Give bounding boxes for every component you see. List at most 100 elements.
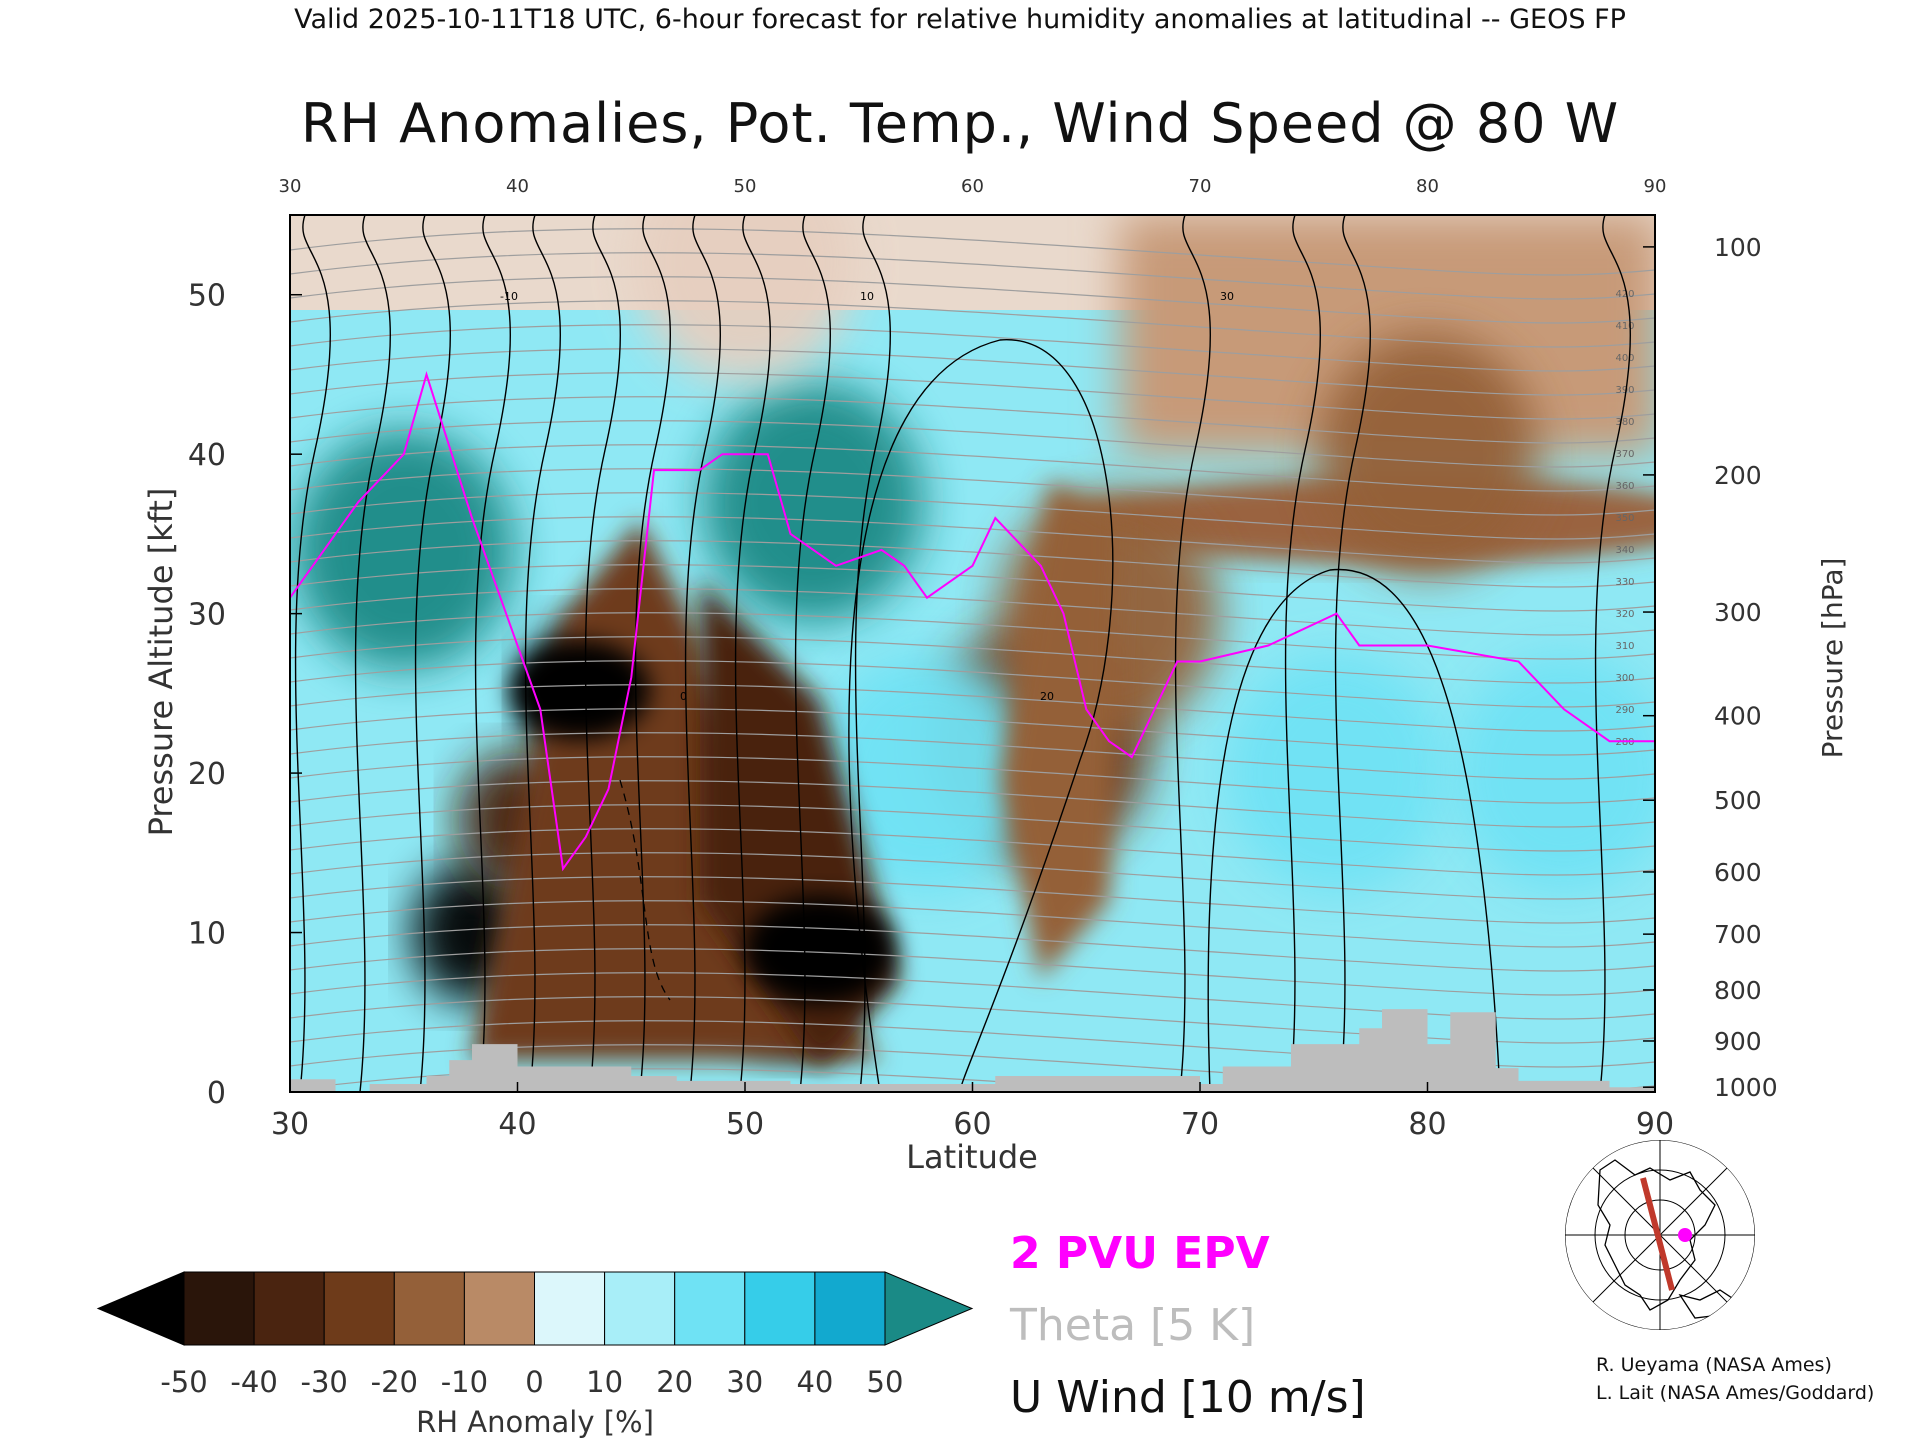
colorbar-tick-label: 40 [796,1365,833,1399]
theta-contour-9 [290,852,1655,900]
pressure-tick-label: 800 [1714,976,1762,1005]
wind-contour-2 [414,215,451,1092]
wind-contour-5 [584,215,621,1092]
x-tick-label-top: 90 [1644,176,1667,197]
wind-contour-10 [854,215,891,1092]
pressure-tick-label: 900 [1714,1027,1762,1056]
theta-contour-26 [290,444,1655,492]
theta-contour-25 [290,468,1655,516]
y-ticks-left: 0 10 20 30 40 50 [188,279,302,1111]
wind-contour-7 [684,215,721,1092]
theta-contour-6 [290,924,1655,972]
x-ticks-bottom: 30 40 50 60 70 80 90 [271,1082,1674,1142]
header-line: Valid 2025-10-11T18 UTC, 6-hour forecast… [294,4,1626,35]
wind-contour-13 [1334,215,1371,1092]
pressure-tick-label: 200 [1714,461,1762,490]
theta-contour-20 [290,588,1655,636]
theta-contour-15 [290,708,1655,756]
colorbar-box [183,1271,255,1346]
rh-blob-11 [1454,653,1655,894]
rh-blob-8 [703,382,924,623]
colorbar-tick-label: 30 [726,1365,763,1399]
wind-contour-jet [848,339,1114,1092]
pressure-tick-label: 600 [1714,858,1762,887]
locator-map [1560,1140,1755,1330]
y-tick-label: 20 [188,757,226,792]
x-tick-label-top: 30 [279,176,302,197]
terrain-mask [290,1009,1655,1092]
colorbar-box [253,1271,325,1346]
credit-line-1: R. Ueyama (NASA Ames) [1596,1354,1832,1376]
wind-contour-11 [1174,215,1211,1092]
colorbar-tick-label: -40 [230,1365,277,1399]
x-tick-label: 50 [726,1107,764,1142]
theta-contour-7 [290,900,1655,948]
theta-label: 320 [1615,609,1634,620]
theta-label: 310 [1615,641,1634,652]
theta-contour-24 [290,492,1655,540]
wind-label: 30 [1220,290,1234,303]
theta-contour-29 [290,372,1655,420]
colorbar-box [534,1271,606,1346]
u-wind-contours: -10 0 10 20 30 [294,215,1631,1092]
theta-contour-3 [290,996,1655,1044]
y-tick-label: 30 [188,598,226,633]
colorbar: -50 -40 -30 -20 -10 0 10 20 30 40 50 [96,1271,974,1399]
theta-contour-5 [290,948,1655,996]
theta-contour-13 [290,756,1655,804]
colorbar-box [604,1271,676,1346]
theta-label: 370 [1615,449,1634,460]
wind-contour-0 [294,215,331,1092]
theta-contour-28 [290,396,1655,444]
x-tick-label-top: 80 [1416,176,1439,197]
legend-epv: 2 PVU EPV [1010,1228,1270,1279]
wind-label: 0 [680,690,687,703]
colorbar-box [393,1271,465,1346]
theta-contour-19 [290,612,1655,660]
colorbar-box [463,1271,535,1346]
rh-very-dry-core [510,640,650,740]
theta-label: 300 [1615,673,1634,684]
theta-label: 290 [1615,705,1634,716]
colorbar-tick-label: -10 [441,1365,488,1399]
colorbar-box [814,1271,886,1346]
theta-contour-8 [290,876,1655,924]
colorbar-box [674,1271,746,1346]
y-axis-label-left: Pressure Altitude [kft] [142,488,180,837]
legend-uwind: U Wind [10 m/s] [1010,1372,1366,1423]
wind-contour-14 [1594,215,1631,1092]
theta-contour-21 [290,564,1655,612]
x-tick-label-top: 50 [734,176,757,197]
theta-contour-31 [290,324,1655,372]
chart-title: RH Anomalies, Pot. Temp., Wind Speed @ 8… [300,92,1620,155]
legend-theta: Theta [5 K] [1010,1300,1256,1351]
locator-map-coastline [1597,1159,1716,1311]
wind-contour-1 [354,215,391,1092]
theta-label: 360 [1615,481,1634,492]
colorbar-tick-label: -20 [371,1365,418,1399]
theta-contour-22 [290,540,1655,588]
wind-contour-3 [474,215,511,1092]
theta-contour-10 [290,828,1655,876]
theta-contour-16 [290,684,1655,732]
colorbar-tick-label: 0 [525,1365,543,1399]
theta-contour-30 [290,348,1655,396]
theta-label: 340 [1615,545,1634,556]
pressure-tick-label: 1000 [1714,1073,1778,1102]
pressure-tick-label: 700 [1714,920,1762,949]
x-tick-label: 30 [271,1107,309,1142]
wind-label: 20 [1040,690,1054,703]
colorbar-box [744,1271,816,1346]
colorbar-under-arrow [96,1271,185,1346]
theta-contour-23 [290,516,1655,564]
theta-label: 350 [1615,513,1634,524]
epv-2pvu-line [290,371,1655,872]
theta-contour-35 [290,228,1655,276]
y-ticks-right: 100 200 300 400 500 600 700 800 900 1000 [1643,233,1778,1102]
theta-contour-17 [290,660,1655,708]
theta-contour-33 [290,276,1655,324]
rh-blob-9 [817,653,1037,894]
x-tick-label: 80 [1408,1107,1446,1142]
rh-blob-12 [1317,334,1538,575]
